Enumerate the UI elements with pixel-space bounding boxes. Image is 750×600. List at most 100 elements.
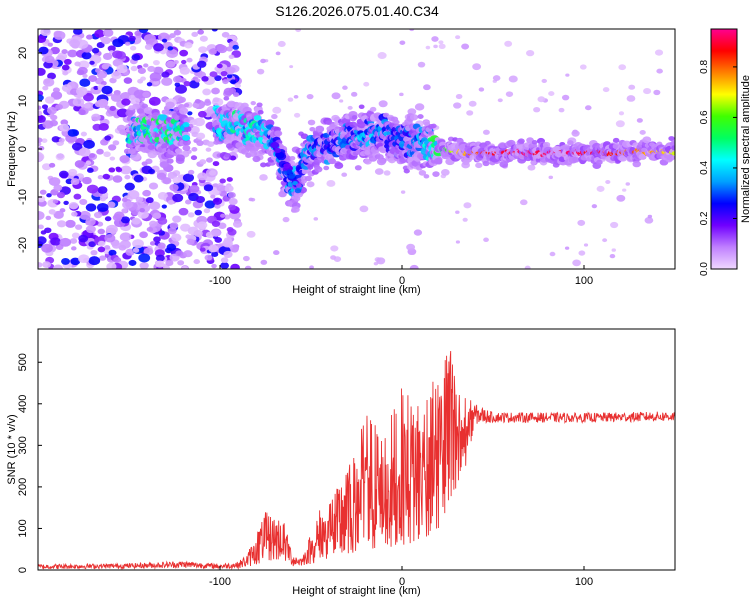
noise-speckle [48,162,56,168]
noise-speckle [172,75,183,83]
noise-speckle [138,29,149,34]
noise-speckle [165,259,174,267]
noise-speckle [53,30,66,40]
noise-speckle [188,169,195,175]
trace-halo [175,154,185,162]
noise-speckle [306,181,315,188]
noise-speckle [38,94,44,102]
noise-speckle [147,65,156,73]
noise-speckle [120,91,132,101]
noise-speckle [121,197,128,203]
noise-speckle [142,190,150,197]
noise-speckle [85,160,92,166]
noise-speckle [616,194,626,202]
noise-speckle [186,238,195,245]
noise-speckle [161,77,173,86]
noise-speckle [226,226,234,233]
trace-halo [328,158,337,165]
noise-speckle [191,31,199,37]
trace-halo [642,136,652,144]
noise-speckle [331,92,341,100]
noise-speckle [482,129,490,135]
noise-speckle [193,229,203,237]
noise-speckle [363,81,370,87]
noise-speckle [70,257,81,266]
noise-speckle [206,141,215,148]
noise-speckle [86,34,93,40]
x-axis-label: Height of straight line (km) [292,585,420,597]
noise-speckle [103,151,111,158]
trace-halo [670,139,675,146]
noise-speckle [149,72,162,82]
trace-halo [137,146,145,152]
trace-halo [334,162,344,170]
trace-halo [256,102,263,108]
trace-halo [184,126,192,132]
trace-halo [423,174,430,179]
noise-speckle [38,67,46,76]
y-tick-label: 0 [17,567,29,573]
noise-speckle [125,248,135,256]
noise-speckle [162,177,172,185]
trace-halo [632,160,641,168]
noise-speckle [228,54,235,60]
noise-speckle [116,108,129,118]
noise-speckle [197,60,207,68]
noise-speckle [227,192,236,199]
trace-core [322,132,330,139]
noise-speckle [591,204,598,209]
noise-speckle [204,254,213,261]
y-tick-label: 300 [17,436,29,454]
noise-speckle [497,98,503,103]
noise-speckle [46,106,57,115]
noise-speckle [148,220,158,228]
noise-speckle [211,263,217,269]
noise-speckle [273,250,280,256]
noise-speckle [417,61,426,68]
trace-halo [304,175,312,182]
noise-speckle [201,76,209,82]
noise-speckle [223,250,233,258]
noise-speckle [141,161,148,167]
noise-speckle [108,144,117,151]
noise-speckle [148,182,159,190]
noise-speckle [205,147,212,152]
noise-speckle [287,97,294,102]
trace-branch [294,188,302,194]
noise-speckle [166,60,176,68]
noise-speckle [226,177,233,182]
noise-speckle [47,42,54,47]
noise-speckle [295,29,302,33]
noise-speckle [167,46,174,51]
noise-speckle [85,217,96,226]
snr-series-line [38,350,675,570]
noise-speckle [61,64,70,71]
noise-speckle [112,70,120,77]
noise-speckle [461,43,470,50]
noise-speckle [533,106,541,113]
noise-speckle [140,76,146,81]
noise-speckle [206,157,213,163]
noise-speckle [256,68,265,75]
noise-speckle [119,155,130,164]
noise-speckle [246,230,256,238]
trace-halo [252,155,261,163]
noise-speckle [177,260,185,266]
noise-speckle [115,167,123,173]
noise-speckle [181,59,187,65]
noise-speckle [56,191,66,199]
trace-core [671,151,675,156]
trace-halo [291,206,300,213]
noise-speckle [653,89,661,96]
y-tick-label: -10 [17,189,29,205]
noise-speckle [111,241,121,249]
noise-speckle [341,172,348,177]
noise-speckle [125,201,132,207]
noise-speckle [78,109,86,116]
noise-speckle [79,210,91,220]
noise-speckle [400,190,406,194]
noise-speckle [438,40,444,45]
colorbar-label: Normalized spectral amplitude [740,75,750,223]
noise-speckle [203,100,212,106]
